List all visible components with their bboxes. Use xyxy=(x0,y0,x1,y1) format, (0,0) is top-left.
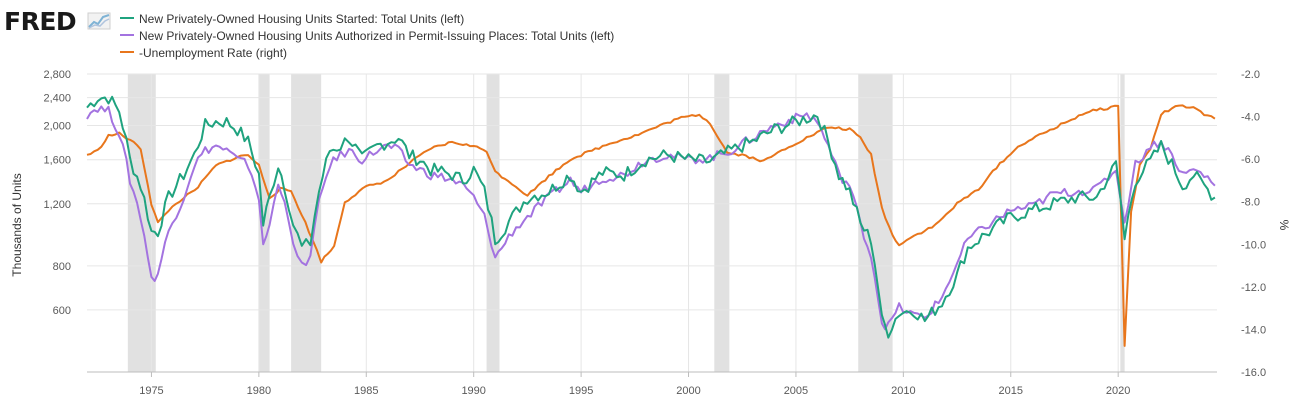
series-lines xyxy=(86,95,1216,347)
left-tick-label: 2,800 xyxy=(43,69,71,81)
x-tick-label: 1985 xyxy=(354,385,378,397)
fred-logo[interactable]: FRED xyxy=(4,7,111,36)
x-tick-label: 1975 xyxy=(139,385,163,397)
left-tick-label: 2,400 xyxy=(43,93,71,105)
right-tick-label: -4.0 xyxy=(1241,112,1260,124)
x-tick-label: 1990 xyxy=(461,385,485,397)
x-tick-label: 1995 xyxy=(569,385,593,397)
x-tick-label: 2015 xyxy=(999,385,1023,397)
left-tick-label: 1,600 xyxy=(43,155,71,167)
right-tick-label: -6.0 xyxy=(1241,154,1260,166)
legend: New Privately-Owned Housing Units Starte… xyxy=(120,12,614,60)
legend-label-unemployment: -Unemployment Rate (right) xyxy=(139,46,287,60)
x-tick-label: 2005 xyxy=(784,385,808,397)
left-tick-label: 2,000 xyxy=(43,121,71,133)
left-axis-ticks: 600 800 1,200 1,600 2,000 2,400 2,800 xyxy=(43,69,71,317)
series-line-starts xyxy=(86,95,1216,339)
right-axis-title: % xyxy=(1277,220,1291,231)
gridlines xyxy=(87,73,1217,372)
right-tick-label: -10.0 xyxy=(1241,239,1266,251)
recession-band-4 xyxy=(714,74,730,372)
x-tick-label: 1980 xyxy=(247,385,271,397)
fred-logo-graph-icon xyxy=(87,12,111,30)
right-tick-label: -8.0 xyxy=(1241,197,1260,209)
left-axis-title: Thousands of Units xyxy=(10,173,24,276)
x-tick-label: 2020 xyxy=(1106,385,1130,397)
legend-item-unemployment[interactable]: -Unemployment Rate (right) xyxy=(120,46,287,60)
right-tick-label: -12.0 xyxy=(1241,282,1266,294)
x-axis-ticks: 1975 1980 1985 1990 1995 2000 2005 2010 2015 2020 xyxy=(139,372,1130,397)
fred-logo-text: FRED xyxy=(4,7,76,36)
x-tick-label: 2000 xyxy=(676,385,700,397)
legend-label-starts: New Privately-Owned Housing Units Starte… xyxy=(139,12,464,26)
legend-label-permits: New Privately-Owned Housing Units Author… xyxy=(139,29,614,43)
right-tick-label: -14.0 xyxy=(1241,324,1266,336)
recession-bands xyxy=(127,74,1125,372)
left-tick-label: 1,200 xyxy=(43,199,71,211)
left-tick-label: 600 xyxy=(53,305,71,317)
series-line-permits xyxy=(86,105,1216,331)
legend-item-permits[interactable]: New Privately-Owned Housing Units Author… xyxy=(120,29,614,43)
right-tick-label: -16.0 xyxy=(1241,367,1266,379)
x-tick-label: 2010 xyxy=(891,385,915,397)
right-tick-label: -2.0 xyxy=(1241,69,1260,81)
right-axis-ticks: -2.0 -4.0 -6.0 -8.0 -10.0 -12.0 -14.0 -16.0 xyxy=(1241,69,1266,379)
legend-item-starts[interactable]: New Privately-Owned Housing Units Starte… xyxy=(120,12,464,26)
left-tick-label: 800 xyxy=(53,261,71,273)
